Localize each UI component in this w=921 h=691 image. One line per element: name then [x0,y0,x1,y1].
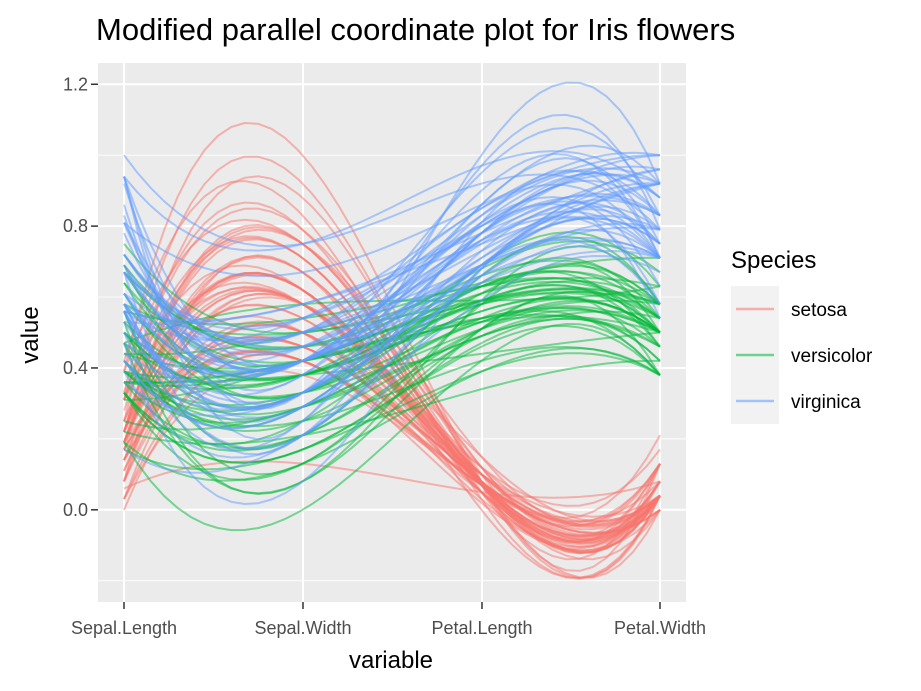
series-line-virginica [123,214,661,371]
series-line-virginica [123,239,661,404]
series-line-virginica [123,228,661,419]
series-line-virginica [123,202,661,451]
plot-panel [98,63,686,602]
legend-label-setosa: setosa [791,300,847,321]
x-tick-label: Petal.Length [431,618,532,638]
x-tick-label: Sepal.Length [71,618,177,638]
series-line-virginica [123,216,661,506]
legend-label-virginica: virginica [791,392,861,413]
series-line-virginica [123,238,661,409]
series-virginica [123,81,661,506]
series-line-setosa [123,460,661,499]
series-line-setosa [123,273,661,520]
y-tick-label: 1.2 [63,74,88,94]
series-line-virginica [123,165,661,357]
series-line-virginica [123,254,661,474]
legend-title: Species [731,247,816,274]
y-axis: 0.0 0.4 0.8 1.2 [63,74,98,520]
series-line-virginica [123,182,661,350]
series-line-virginica [123,215,661,364]
series-line-virginica [123,154,661,278]
series-line-versicolor [123,325,661,464]
series-line-virginica [123,249,661,375]
series-line-virginica [123,236,661,384]
y-tick-label: 0.0 [63,500,88,520]
legend-label-versicolor: versicolor [791,346,873,367]
x-axis: Sepal.Length Sepal.Width Petal.Length Petal… [71,602,706,638]
y-tick-label: 0.8 [63,216,88,236]
series-line-versicolor [123,359,660,446]
series-line-virginica [123,154,661,328]
y-axis-title: value [17,306,44,363]
series-line-versicolor [123,322,661,532]
series-line-virginica [123,113,661,410]
x-tick-label: Petal.Width [614,618,706,638]
x-axis-title: variable [349,647,433,674]
series-line-versicolor [123,262,661,476]
series-line-virginica [123,150,661,252]
series-line-virginica [123,182,661,325]
series-line-virginica [123,182,661,367]
series-line-versicolor [123,347,661,482]
x-tick-label: Sepal.Width [254,618,351,638]
legend: Species setosa versicolor virginica [731,247,873,424]
series-lines [123,81,661,580]
y-tick-label: 0.4 [63,358,88,378]
series-line-versicolor [123,299,661,452]
chart-title: Modified parallel coordinate plot for Ir… [96,12,735,47]
